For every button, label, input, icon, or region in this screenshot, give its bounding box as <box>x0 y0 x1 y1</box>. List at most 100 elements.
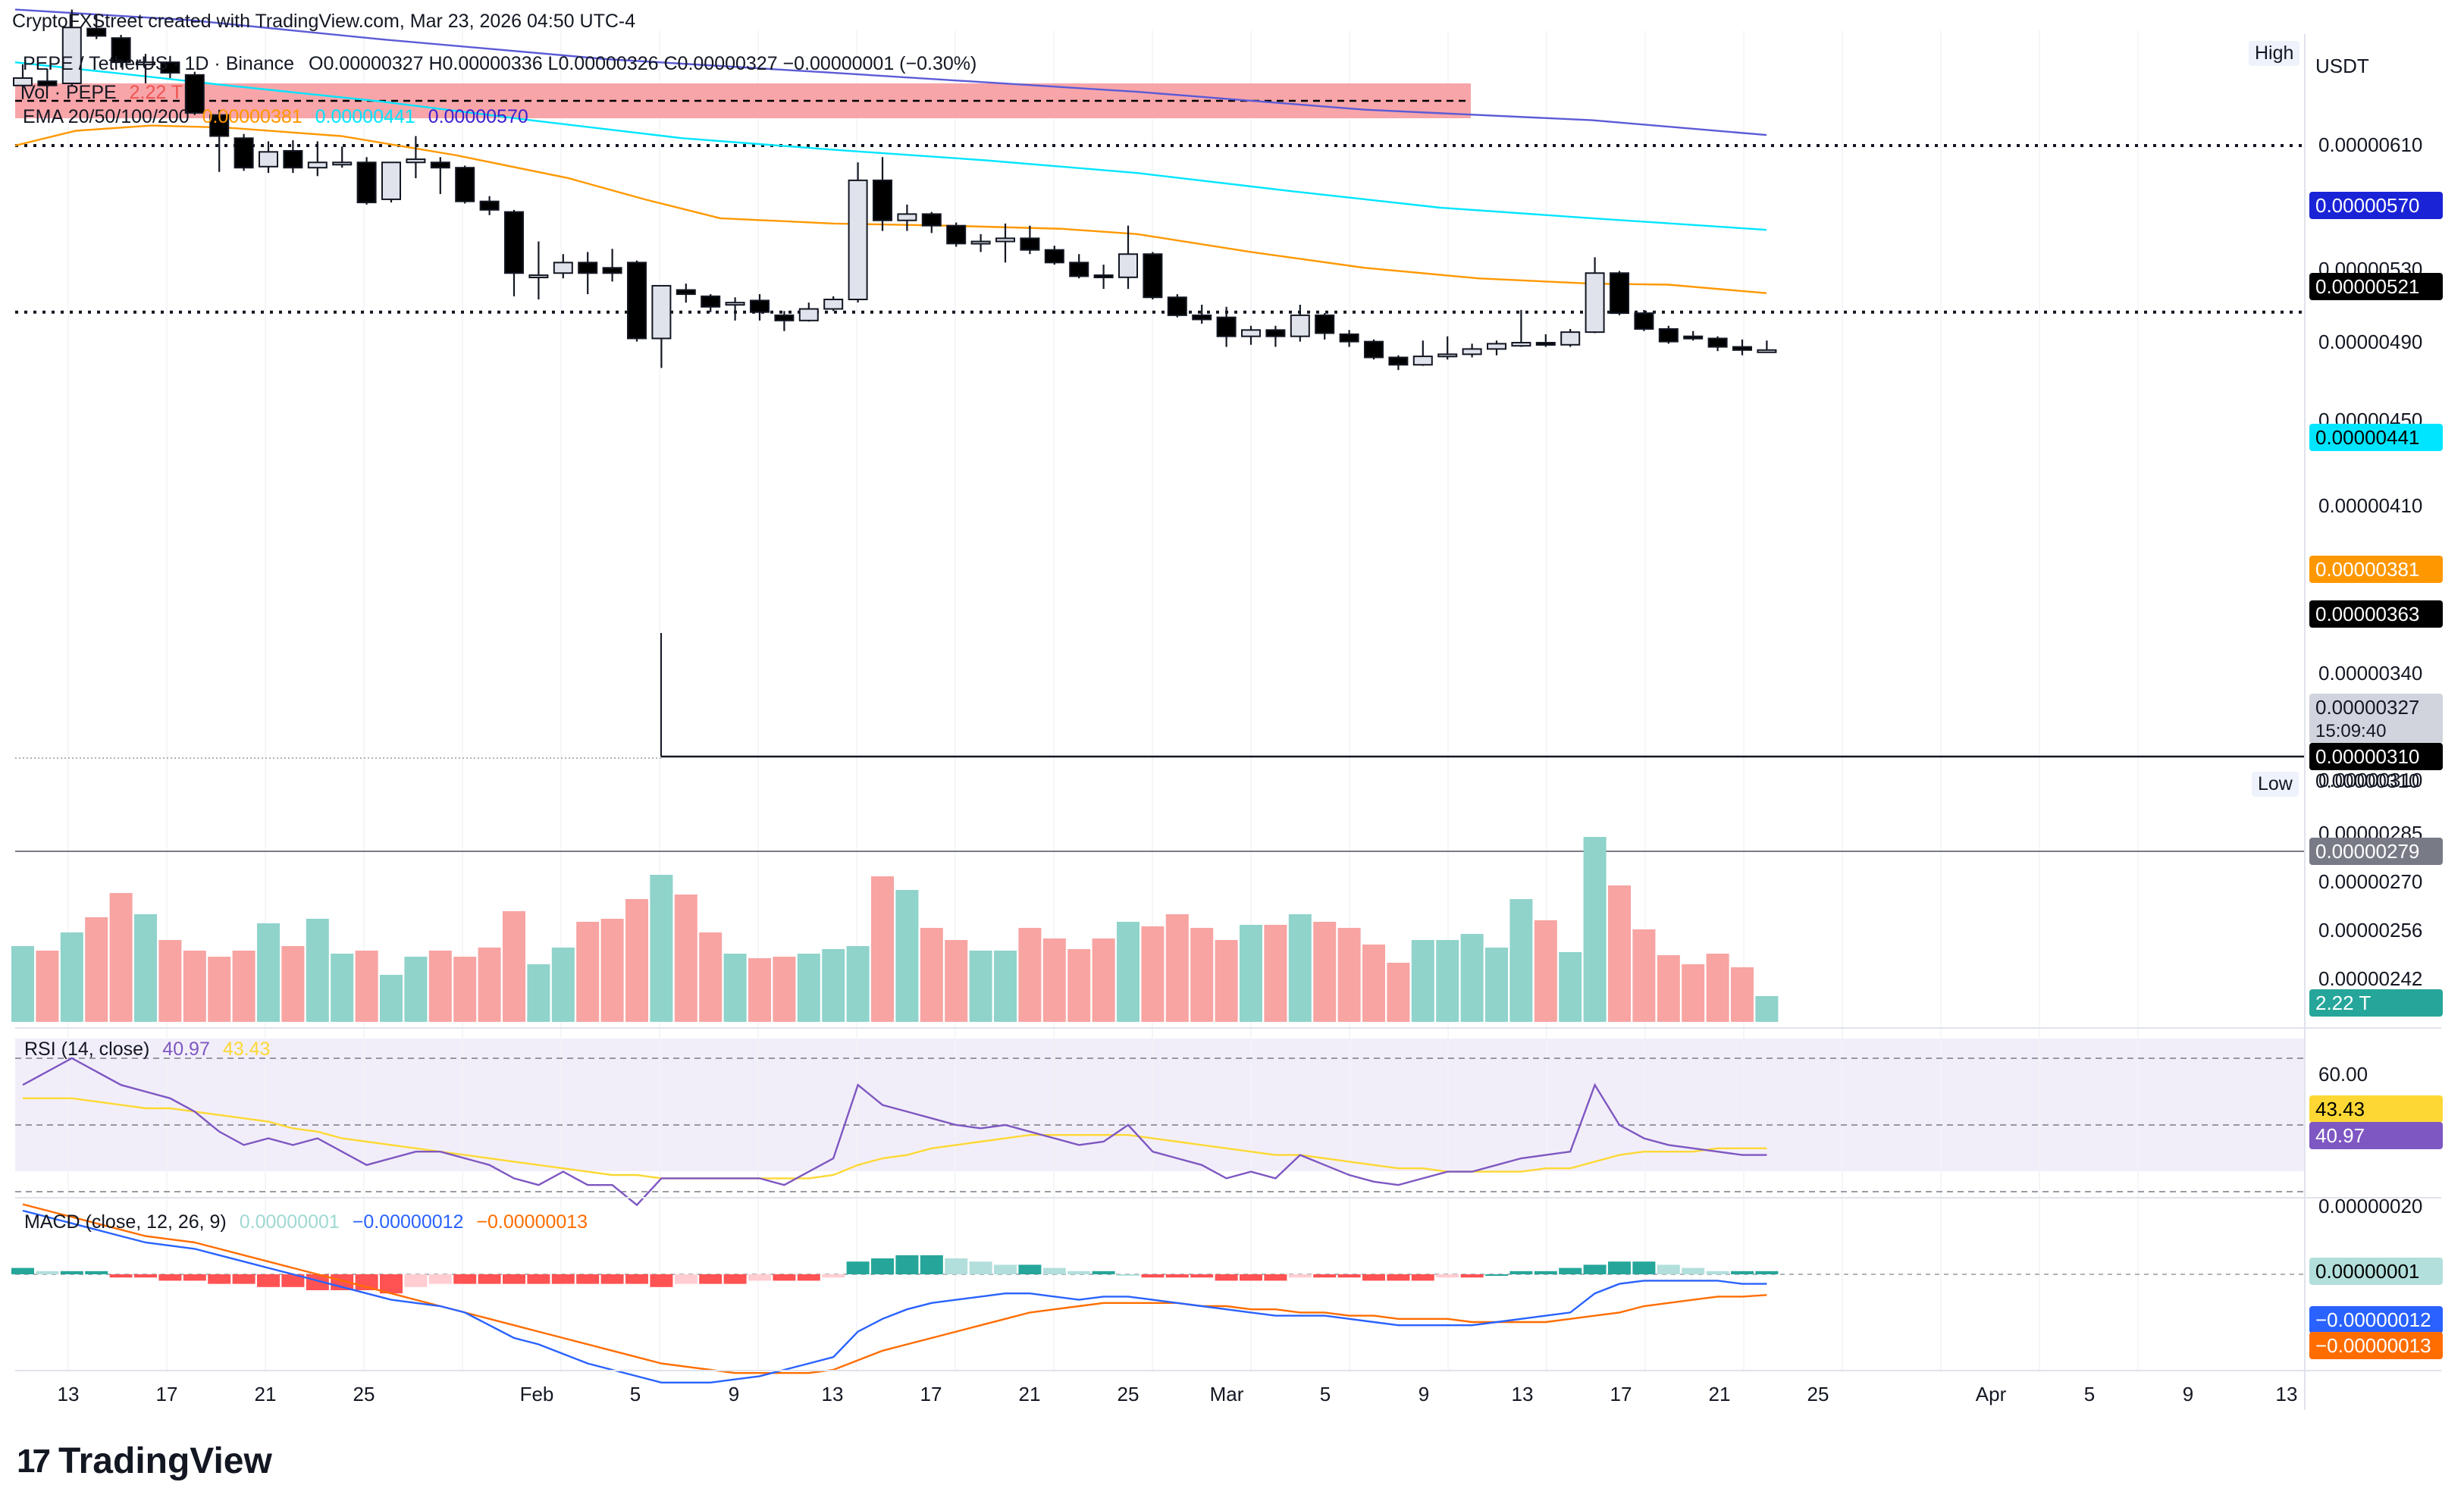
macd-hist-bar <box>846 1261 870 1274</box>
candle-body <box>651 284 672 340</box>
macd-hist-bar <box>1387 1274 1410 1281</box>
macd-hist-bar <box>1215 1274 1238 1281</box>
macd-hist-bar <box>134 1274 157 1278</box>
ema50-legend-value: 0.00000381 <box>202 106 303 127</box>
volume-bar <box>625 899 648 1022</box>
volume-bar <box>208 957 231 1022</box>
candle-body <box>504 211 524 274</box>
volume-bar <box>650 875 673 1022</box>
macd-hist-bar <box>699 1274 723 1284</box>
volume-bar <box>945 940 968 1022</box>
candles-layer[interactable] <box>13 9 1777 371</box>
volume-bar <box>453 957 477 1022</box>
candle-body <box>1265 329 1286 337</box>
volume-legend[interactable]: Vol · PEPE 2.22 T <box>23 82 183 104</box>
volume-bar <box>60 932 83 1022</box>
candle-body <box>1339 333 1359 343</box>
candle-body <box>1020 237 1040 251</box>
volume-bar <box>527 964 550 1022</box>
macd-hist-bar <box>1190 1274 1214 1278</box>
macd-hist-bar <box>650 1274 673 1287</box>
time-tick-label: Feb <box>520 1383 554 1405</box>
rsi-layer <box>15 1057 2305 1207</box>
volume-bar <box>1608 885 1631 1022</box>
candle-body <box>528 274 549 279</box>
volume-bar <box>846 946 870 1022</box>
macd-signal-badge: −0.00000013 <box>2315 1334 2431 1357</box>
volume-bar <box>85 917 108 1022</box>
volume-bar <box>1288 914 1312 1022</box>
macd-hist-bar <box>1509 1271 1533 1274</box>
volume-bar <box>306 919 329 1022</box>
volume-bar <box>895 890 919 1022</box>
currency-selector[interactable]: USDT <box>2315 55 2369 77</box>
rsi-ma-badge: 43.43 <box>2315 1098 2365 1120</box>
candle-body <box>283 149 303 169</box>
macd-hist-bar <box>527 1274 550 1284</box>
volume-bar <box>134 914 157 1022</box>
macd-hist-badge: 0.00000001 <box>2315 1260 2419 1283</box>
candle-body <box>356 161 377 204</box>
rsi-legend[interactable]: RSI (14, close) 40.97 43.43 <box>24 1039 270 1061</box>
volume-bar <box>158 940 182 1022</box>
volume-bar <box>674 895 698 1022</box>
price-tick-label: 0.00000490 <box>2318 331 2422 353</box>
candle-body <box>946 224 967 245</box>
macd-hist-bar <box>576 1274 600 1284</box>
rsi-legend-label: RSI (14, close) <box>24 1039 150 1060</box>
low-line-badge: 0.00000310 <box>2315 745 2419 768</box>
candle-body <box>578 262 598 274</box>
ohlc-values: O0.00000327 H0.00000336 L0.00000326 C0.0… <box>309 53 977 74</box>
rsi-ma-badge-bg <box>2309 1095 2443 1123</box>
symbol-pair[interactable]: PEPE / TetherUS · 1D · Binance <box>23 53 295 74</box>
ema100-badge-bg <box>2309 424 2443 451</box>
rsi-legend-value: 40.97 <box>162 1039 210 1060</box>
candle-body <box>627 262 647 340</box>
macd-legend[interactable]: MACD (close, 12, 26, 9) 0.00000001 −0.00… <box>24 1211 588 1233</box>
candle-body <box>1069 262 1089 277</box>
volume-bar <box>1387 963 1410 1022</box>
tradingview-logo[interactable]: 17 TradingView <box>17 1440 272 1482</box>
volume-badge-bg <box>2309 989 2443 1017</box>
macd-badge-bg <box>2309 1306 2443 1333</box>
volume-bar <box>1657 955 1680 1022</box>
signal-legend-value: −0.00000013 <box>476 1211 588 1233</box>
volume-bar <box>600 919 624 1022</box>
macd-hist-bar <box>478 1274 501 1284</box>
candle-body <box>86 27 107 37</box>
candle-body <box>1610 272 1629 315</box>
time-tick-label: 17 <box>1610 1383 1632 1405</box>
macd-hist-bar <box>895 1255 919 1274</box>
macd-hist-badge-bg <box>2309 1258 2443 1285</box>
time-tick-label: Mar <box>1210 1383 1244 1405</box>
candle-body <box>701 295 721 308</box>
candle-body <box>1315 314 1335 334</box>
volume-bar <box>871 876 894 1022</box>
volume-bar <box>109 893 133 1022</box>
candle-body <box>1487 343 1506 350</box>
macd-hist-bar <box>1682 1267 1705 1274</box>
macd-hist-bar <box>1264 1274 1287 1281</box>
candle-body <box>1412 356 1433 366</box>
candle-body <box>1757 349 1777 353</box>
macd-hist-bar <box>1608 1261 1631 1274</box>
price-tick-label: 0.00000340 <box>2318 662 2422 685</box>
macd-hist-bar <box>748 1274 771 1281</box>
candle-body <box>921 213 942 227</box>
macd-hist-bar <box>920 1255 943 1274</box>
macd-layer <box>11 1203 2305 1383</box>
rsi-line <box>22 1057 1767 1207</box>
volume-bar <box>1632 929 1656 1022</box>
volume-legend-label: Vol · PEPE <box>23 82 117 103</box>
candle-body <box>1732 346 1752 351</box>
ema-legend[interactable]: EMA 20/50/100/200 0.00000381 0.00000441 … <box>23 106 528 128</box>
candle-body <box>1560 331 1581 346</box>
macd-hist-bar <box>1485 1274 1508 1276</box>
macd-hist-bar <box>945 1258 968 1274</box>
candle-body <box>479 200 500 211</box>
level-279-badge: 0.00000279 <box>2315 840 2419 863</box>
level-363-badge: 0.00000363 <box>2315 603 2419 625</box>
time-tick-label: Apr <box>1976 1383 2007 1405</box>
volume-bar <box>11 946 34 1022</box>
